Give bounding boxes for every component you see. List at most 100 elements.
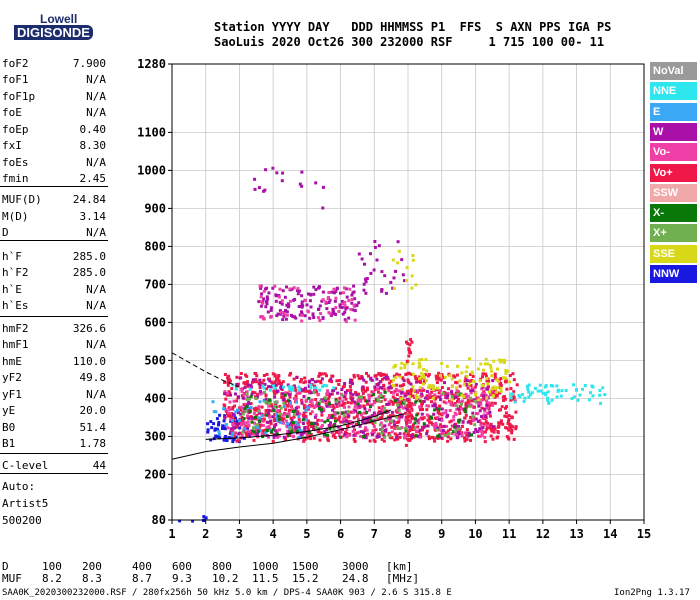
data-point (269, 419, 273, 423)
data-point (405, 279, 408, 283)
y-tick-label: 300 (144, 429, 166, 443)
data-point (299, 429, 303, 433)
data-point (285, 310, 289, 314)
data-point (384, 429, 387, 432)
data-point (503, 376, 507, 380)
data-point (356, 406, 360, 410)
data-point (507, 428, 511, 432)
data-point (467, 382, 471, 386)
data-point (407, 354, 411, 358)
x-tick-label: 15 (637, 527, 651, 541)
data-point (435, 424, 439, 428)
param-row-yf2: yF2 49.8 (2, 371, 106, 387)
data-point (374, 428, 378, 432)
param-name: MUF(D) (2, 193, 42, 206)
data-point (488, 390, 491, 394)
data-point (300, 300, 304, 304)
data-point (408, 420, 412, 424)
data-point (469, 384, 473, 388)
data-point (404, 415, 408, 419)
data-point (343, 432, 347, 436)
data-point (248, 397, 251, 401)
data-point (264, 410, 268, 414)
data-point (357, 252, 361, 256)
data-point (264, 305, 268, 309)
data-point (283, 312, 287, 316)
data-point (228, 408, 232, 411)
param-value: 20.0 (79, 404, 107, 417)
data-point (283, 412, 287, 415)
data-point (462, 395, 466, 399)
data-point (484, 357, 488, 361)
data-point (416, 377, 420, 381)
data-point (409, 404, 413, 408)
data-point (323, 432, 326, 436)
data-point (291, 434, 295, 438)
data-point (481, 394, 485, 398)
data-point (295, 375, 299, 379)
data-point (316, 316, 320, 320)
data-point (490, 369, 494, 373)
x-tick-label: 8 (404, 527, 411, 541)
data-point (394, 376, 398, 380)
data-point (390, 425, 394, 429)
data-point (242, 417, 246, 420)
data-point (363, 262, 366, 266)
data-point (454, 394, 458, 397)
data-point (363, 428, 367, 432)
data-point (357, 376, 361, 380)
data-point (474, 393, 477, 397)
data-point (504, 411, 508, 415)
data-point (377, 432, 381, 436)
data-point (419, 433, 423, 437)
data-point (419, 380, 422, 384)
data-point (350, 298, 354, 301)
data-point (451, 403, 455, 407)
data-point (425, 369, 429, 373)
data-point (422, 425, 426, 429)
data-point (336, 391, 340, 395)
data-point (508, 374, 512, 377)
param-row-b1: B1 1.78 (2, 437, 106, 453)
data-point (418, 428, 422, 432)
data-point (425, 429, 429, 433)
data-point (372, 425, 376, 428)
data-point (300, 401, 304, 405)
x-tick-label: 14 (603, 527, 617, 541)
param-name: h`F2 (2, 266, 29, 279)
data-point (406, 432, 410, 436)
data-point (372, 438, 376, 442)
data-point (396, 403, 400, 407)
data-point (369, 271, 373, 275)
data-point (316, 430, 320, 434)
data-point (252, 432, 256, 436)
data-point (295, 392, 299, 396)
data-point (397, 405, 401, 409)
data-point (277, 417, 281, 421)
data-point (450, 419, 454, 423)
data-point (420, 412, 424, 416)
data-point (452, 430, 456, 433)
data-point (449, 403, 453, 407)
data-point (264, 397, 268, 401)
data-point (304, 409, 308, 413)
data-point (273, 386, 277, 390)
data-point (538, 383, 542, 387)
data-point (352, 433, 356, 437)
param-value: 110.0 (72, 355, 106, 368)
data-point (289, 416, 293, 420)
data-point (304, 418, 308, 422)
data-point (300, 294, 304, 298)
data-point (405, 420, 408, 424)
data-point (259, 304, 263, 308)
data-point (297, 289, 301, 293)
param-row-ye: yE 20.0 (2, 404, 106, 420)
data-point (456, 400, 459, 403)
data-point (482, 397, 486, 401)
data-point (343, 405, 346, 409)
data-point (491, 391, 495, 395)
data-point (258, 378, 262, 382)
data-point (295, 400, 298, 404)
data-point (328, 379, 332, 383)
param-row-yf1: yF1 N/A (2, 388, 106, 404)
